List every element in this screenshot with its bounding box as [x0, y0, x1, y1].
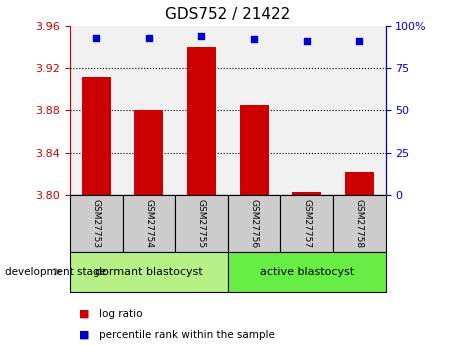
- Text: GSM27753: GSM27753: [92, 199, 101, 248]
- Bar: [239, 105, 268, 195]
- Point: [303, 38, 310, 44]
- Point: [356, 38, 363, 44]
- Text: ■: ■: [79, 309, 89, 319]
- Text: GSM27756: GSM27756: [249, 199, 258, 248]
- Text: GSM27758: GSM27758: [355, 199, 364, 248]
- Bar: [70, 252, 228, 292]
- Bar: [82, 77, 110, 195]
- Text: log ratio: log ratio: [99, 309, 143, 319]
- Bar: [123, 195, 175, 252]
- Bar: [175, 195, 228, 252]
- Point: [250, 37, 258, 42]
- Bar: [345, 172, 374, 195]
- Bar: [228, 252, 386, 292]
- Text: dormant blastocyst: dormant blastocyst: [95, 267, 202, 277]
- Point: [198, 33, 205, 39]
- Text: GSM27755: GSM27755: [197, 199, 206, 248]
- Bar: [70, 195, 123, 252]
- Text: ■: ■: [79, 330, 89, 339]
- Bar: [333, 195, 386, 252]
- Bar: [281, 195, 333, 252]
- Text: percentile rank within the sample: percentile rank within the sample: [99, 330, 275, 339]
- Title: GDS752 / 21422: GDS752 / 21422: [165, 7, 290, 22]
- Text: GSM27754: GSM27754: [144, 199, 153, 248]
- Bar: [292, 192, 321, 195]
- Bar: [187, 47, 216, 195]
- Point: [145, 35, 152, 40]
- Text: active blastocyst: active blastocyst: [260, 267, 354, 277]
- Point: [92, 35, 100, 40]
- Bar: [228, 195, 281, 252]
- Bar: [134, 110, 163, 195]
- Text: GSM27757: GSM27757: [302, 199, 311, 248]
- Text: development stage: development stage: [5, 267, 106, 277]
